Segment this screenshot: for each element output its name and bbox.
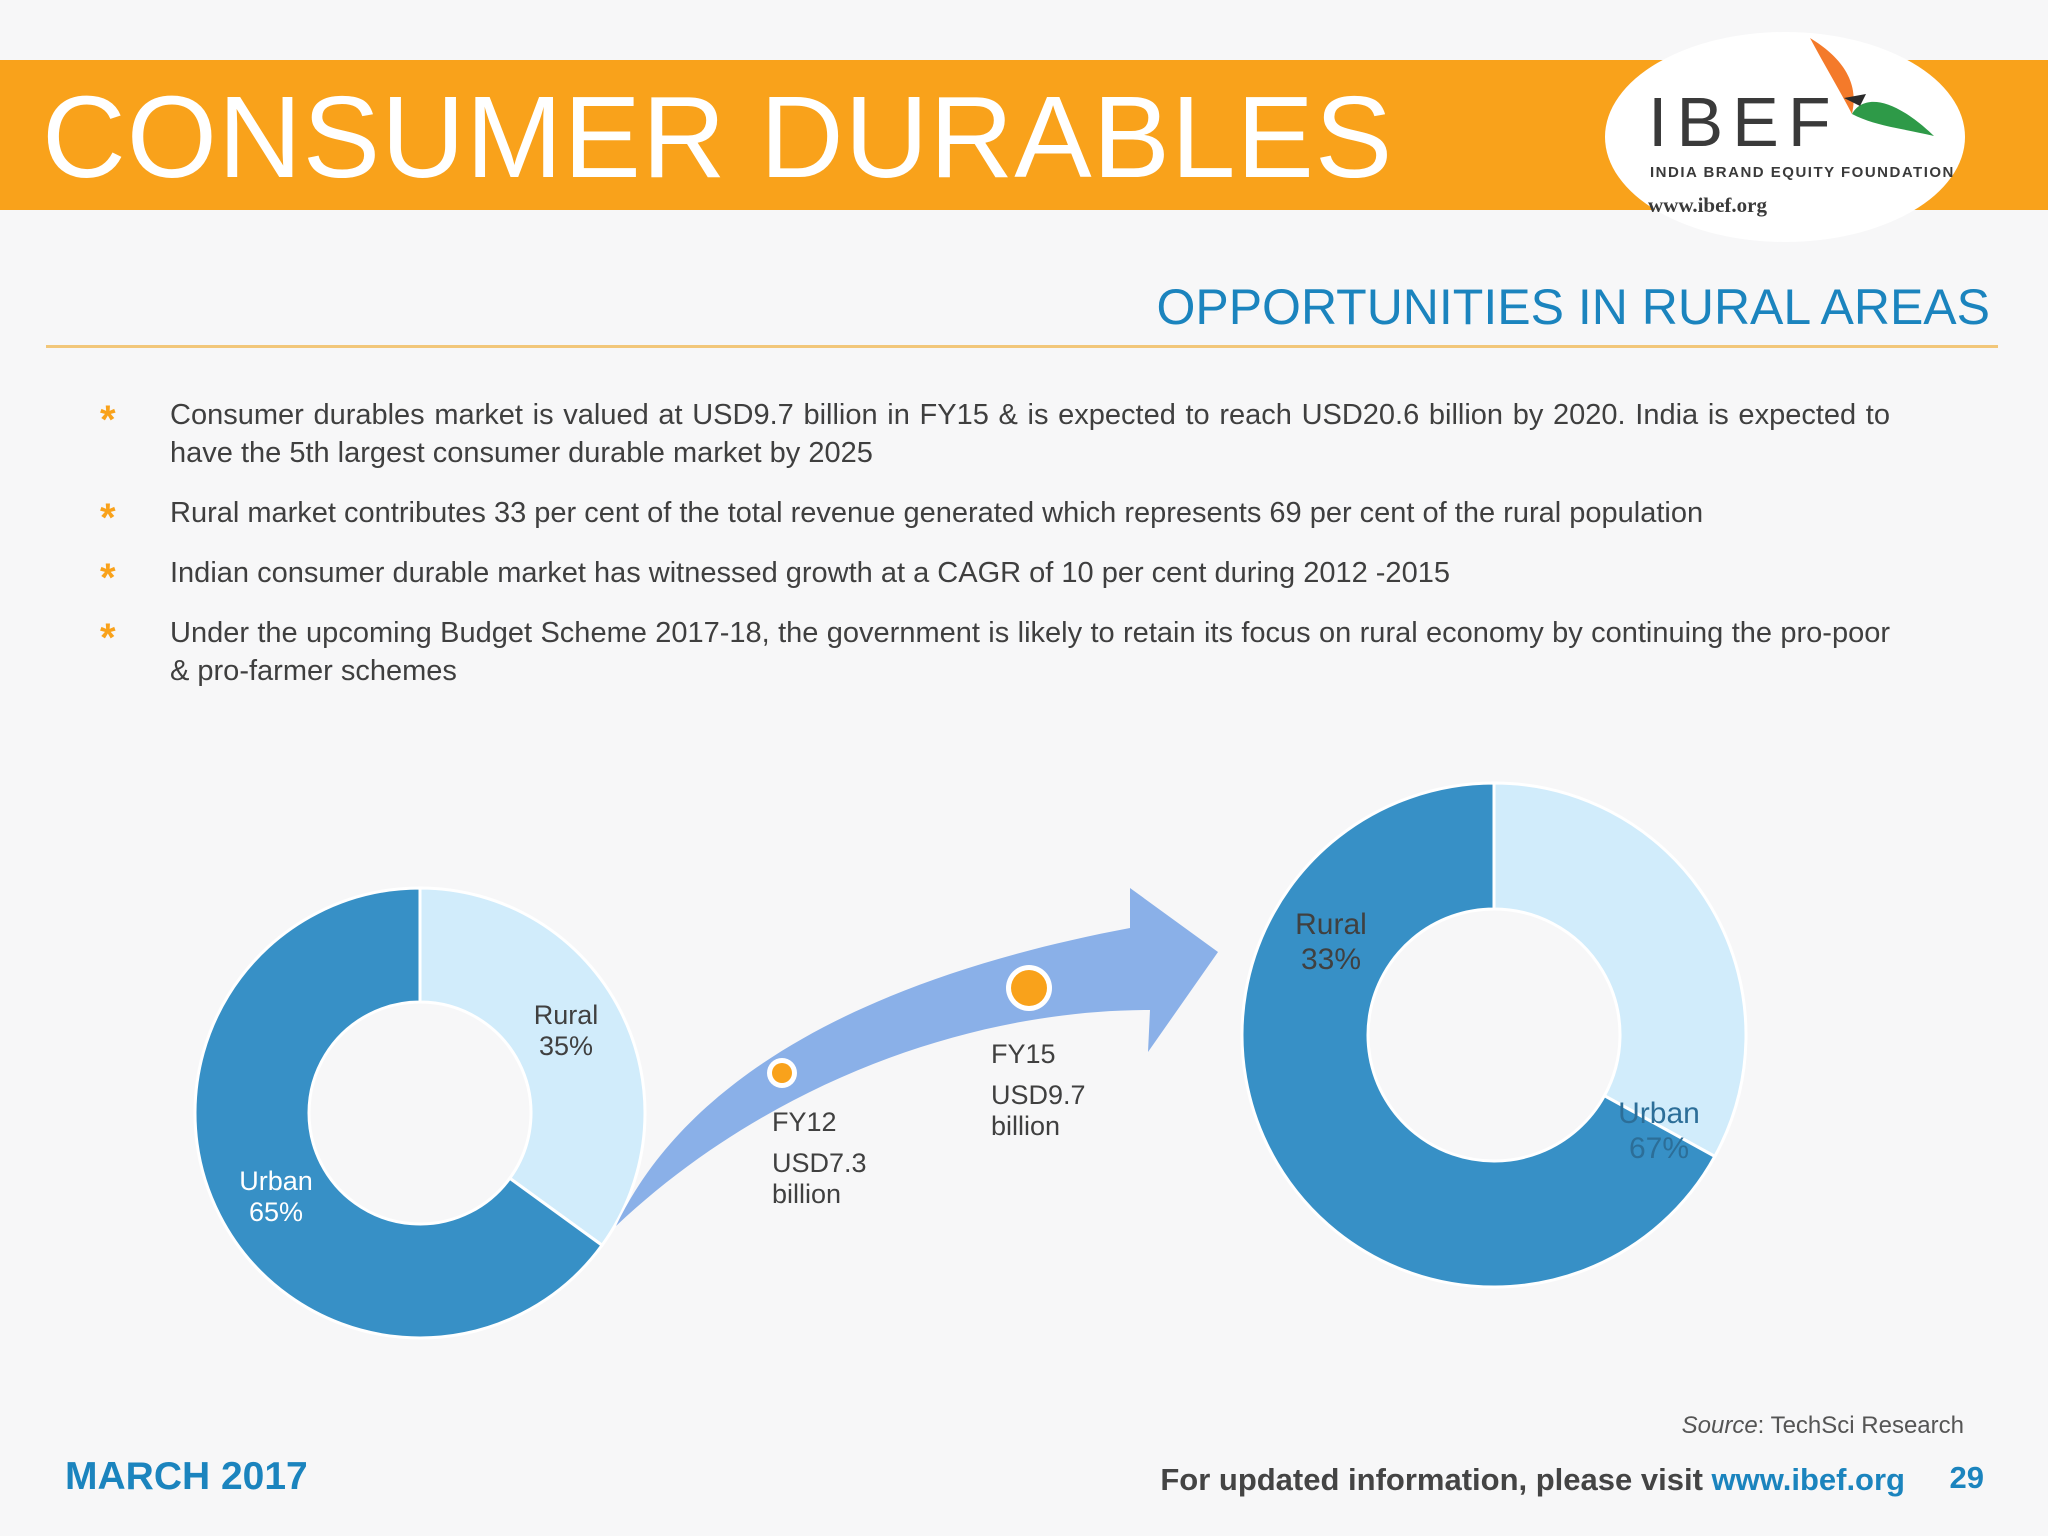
bullet-text: Consumer durables market is valued at US…: [170, 399, 1890, 469]
flow-unit: billion: [772, 1179, 842, 1209]
slice-name: Rural: [1295, 908, 1367, 941]
page-number: 29: [1949, 1460, 1984, 1495]
slice-value: 35%: [538, 1031, 594, 1061]
asterisk-bullet-icon: *: [100, 398, 116, 442]
slice-value: 33%: [1300, 943, 1362, 976]
source-note: Source: TechSci Research: [1682, 1412, 1964, 1440]
list-item: * Under the upcoming Budget Scheme 2017-…: [100, 614, 1890, 690]
list-item: * Indian consumer durable market has wit…: [100, 554, 1890, 598]
flow-period: FY12: [772, 1107, 837, 1137]
logo-subtitle: INDIA BRAND EQUITY FOUNDATION: [1650, 164, 1955, 181]
slice-label-rural-fy12: Rural 35%: [510, 1000, 622, 1062]
flow-value: USD9.7: [991, 1080, 1086, 1110]
slice-rural: [418, 886, 647, 1248]
growth-arrow: [616, 888, 1218, 1226]
footer-date: MARCH 2017: [65, 1455, 308, 1498]
asterisk-bullet-icon: *: [100, 616, 116, 660]
section-divider: [46, 345, 1998, 348]
page-title: CONSUMER DURABLES: [42, 72, 1394, 202]
source-text: : TechSci Research: [1757, 1412, 1964, 1439]
flow-value: USD7.3: [772, 1148, 867, 1178]
slice-rural: [1492, 781, 1748, 1159]
slice-name: Urban: [1618, 1097, 1700, 1130]
logo-badge: [1605, 32, 1965, 242]
logo-text: IBEF: [1648, 83, 1840, 161]
slice-urban: [1240, 781, 1717, 1289]
donut-chart-fy12: [193, 886, 647, 1340]
slice-label-rural-fy15: Rural 33%: [1268, 907, 1394, 977]
slice-label-urban-fy15: Urban 67%: [1596, 1096, 1722, 1166]
flow-marker-fy12: [772, 1063, 792, 1083]
section-title: OPPORTUNITIES IN RURAL AREAS: [1156, 279, 1990, 335]
footer-note-text: For updated information, please visit: [1160, 1462, 1712, 1497]
flow-marker-fy15: [1011, 970, 1047, 1006]
asterisk-bullet-icon: *: [100, 496, 116, 540]
bullet-list: * Consumer durables market is valued at …: [100, 396, 1890, 712]
slice-value: 65%: [248, 1197, 304, 1227]
bullet-text: Under the upcoming Budget Scheme 2017-18…: [170, 617, 1890, 687]
list-item: * Rural market contributes 33 per cent o…: [100, 494, 1890, 538]
slice-urban: [193, 886, 605, 1340]
source-label: Source: [1681, 1412, 1758, 1439]
footer-link[interactable]: www.ibef.org: [1711, 1462, 1905, 1497]
ibef-bird-logo-icon: [1810, 38, 1934, 136]
slice-value: 67%: [1628, 1132, 1690, 1165]
slice-name: Rural: [533, 1000, 599, 1030]
asterisk-bullet-icon: *: [100, 556, 116, 600]
flow-label-fy15: FY15 USD9.7 billion: [991, 1039, 1086, 1142]
list-item: * Consumer durables market is valued at …: [100, 396, 1890, 472]
donut-chart-fy15: [1240, 781, 1748, 1289]
growth-arrow-shape: [616, 888, 1218, 1226]
flow-period: FY15: [991, 1039, 1056, 1069]
footer-note: For updated information, please visit ww…: [1160, 1462, 1905, 1498]
flow-unit: billion: [991, 1111, 1061, 1141]
bullet-text: Rural market contributes 33 per cent of …: [170, 497, 1704, 529]
bullet-text: Indian consumer durable market has witne…: [170, 557, 1450, 589]
logo-url[interactable]: www.ibef.org: [1648, 193, 1767, 217]
slice-label-urban-fy12: Urban 65%: [220, 1166, 332, 1228]
slice-name: Urban: [239, 1166, 313, 1196]
flow-label-fy12: FY12 USD7.3 billion: [772, 1107, 867, 1210]
